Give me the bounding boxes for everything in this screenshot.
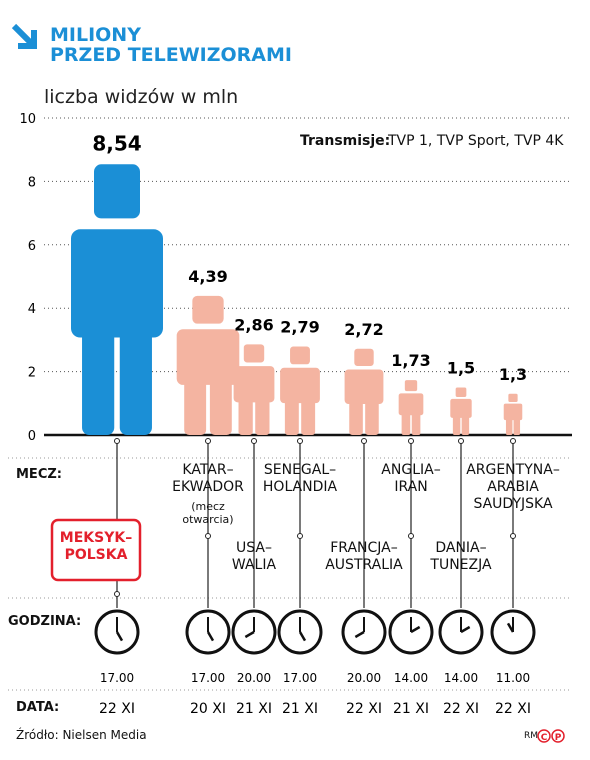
match-label: KATAR– EKWADOR xyxy=(172,462,244,495)
person-bar xyxy=(176,295,240,435)
time-label: 20.00 xyxy=(347,671,381,685)
clock-hand xyxy=(298,631,307,642)
y-tick-label: 8 xyxy=(28,175,36,190)
match-label: ARGENTYNA– ARABIA SAUDYJSKA xyxy=(466,462,560,512)
person-bar xyxy=(398,380,424,435)
match-note: (mecz otwarcia) xyxy=(182,500,234,527)
row-label: MECZ: xyxy=(16,467,62,482)
connector-dot xyxy=(297,533,303,539)
date-label: 21 XI xyxy=(393,701,429,717)
connector-dot xyxy=(297,438,303,444)
logo-circle xyxy=(551,729,565,743)
connector-dot xyxy=(114,591,120,597)
person-bar xyxy=(70,164,163,436)
person-bar xyxy=(280,346,320,436)
match-label: SENEGAL– HOLANDIA xyxy=(262,462,338,495)
value-label: 1,5 xyxy=(447,358,475,377)
y-tick-label: 4 xyxy=(28,302,36,317)
time-label: 11.00 xyxy=(496,671,530,685)
highlight-box xyxy=(50,518,142,582)
time-label: 14.00 xyxy=(394,671,428,685)
person-bar xyxy=(503,393,523,435)
date-label: 20 XI xyxy=(190,701,226,717)
value-label: 2,72 xyxy=(344,320,383,339)
value-label: 2,79 xyxy=(280,318,319,337)
note: TVP 1, TVP Sport, TVP 4K xyxy=(388,133,564,149)
value-label: 8,54 xyxy=(92,131,141,155)
match-label: ANGLIA– IRAN xyxy=(381,462,441,495)
connector-dot xyxy=(361,438,367,444)
match-label: MEKSYK– POLSKA xyxy=(59,530,133,563)
y-tick-label: 0 xyxy=(28,429,36,444)
clock-hand xyxy=(206,631,215,642)
date-label: 22 XI xyxy=(495,701,531,717)
time-label: 17.00 xyxy=(100,671,134,685)
connector-dot xyxy=(408,533,414,539)
time-label: 20.00 xyxy=(237,671,271,685)
person-bar xyxy=(233,344,275,435)
match-label: DANIA– TUNEZJA xyxy=(430,540,492,573)
value-label: 4,39 xyxy=(188,267,227,286)
clock-hand xyxy=(354,630,365,639)
note-label: Transmisje: xyxy=(300,133,391,149)
match-label: FRANCJA– AUSTRALIA xyxy=(325,540,403,573)
clock-hand xyxy=(460,625,471,634)
logo-circle xyxy=(537,729,551,743)
date-label: 22 XI xyxy=(443,701,479,717)
row-label: GODZINA: xyxy=(8,614,82,629)
clock-hand xyxy=(506,622,515,633)
source: Źródło: Nielsen Media xyxy=(16,728,147,742)
connector-dot xyxy=(114,438,120,444)
clock-hand xyxy=(410,625,421,634)
chart-title: MILIONY PRZED TELEWIZORAMI xyxy=(50,24,292,66)
date-label: 21 XI xyxy=(236,701,272,717)
value-label: 1,3 xyxy=(499,365,527,384)
value-label: 1,73 xyxy=(391,351,430,370)
logo-letter: P xyxy=(555,733,562,743)
connector-dot xyxy=(205,533,211,539)
person-bar xyxy=(450,387,472,435)
clock-hand xyxy=(115,631,124,642)
time-label: 17.00 xyxy=(283,671,317,685)
y-tick-label: 2 xyxy=(28,366,36,381)
match-label: USA– WALIA xyxy=(231,540,277,573)
date-label: 22 XI xyxy=(99,701,135,717)
time-label: 17.00 xyxy=(191,671,225,685)
row-label: DATA: xyxy=(16,700,60,715)
value-label: 2,86 xyxy=(234,315,273,334)
connector-dot xyxy=(458,438,464,444)
time-label: 14.00 xyxy=(444,671,478,685)
connector-dot xyxy=(408,438,414,444)
connector-dot xyxy=(205,438,211,444)
person-bar xyxy=(344,348,384,435)
connector-dot xyxy=(251,438,257,444)
author: RM xyxy=(524,731,539,741)
subtitle: liczba widzów w mln xyxy=(44,86,239,108)
date-label: 22 XI xyxy=(346,701,382,717)
date-label: 21 XI xyxy=(282,701,318,717)
logo-letter: C xyxy=(541,733,548,743)
y-tick-label: 10 xyxy=(19,112,36,127)
connector-dot xyxy=(510,438,516,444)
connector-dot xyxy=(510,533,516,539)
clock-hand xyxy=(244,630,255,639)
y-tick-label: 6 xyxy=(28,239,36,254)
title-icon xyxy=(11,23,37,49)
